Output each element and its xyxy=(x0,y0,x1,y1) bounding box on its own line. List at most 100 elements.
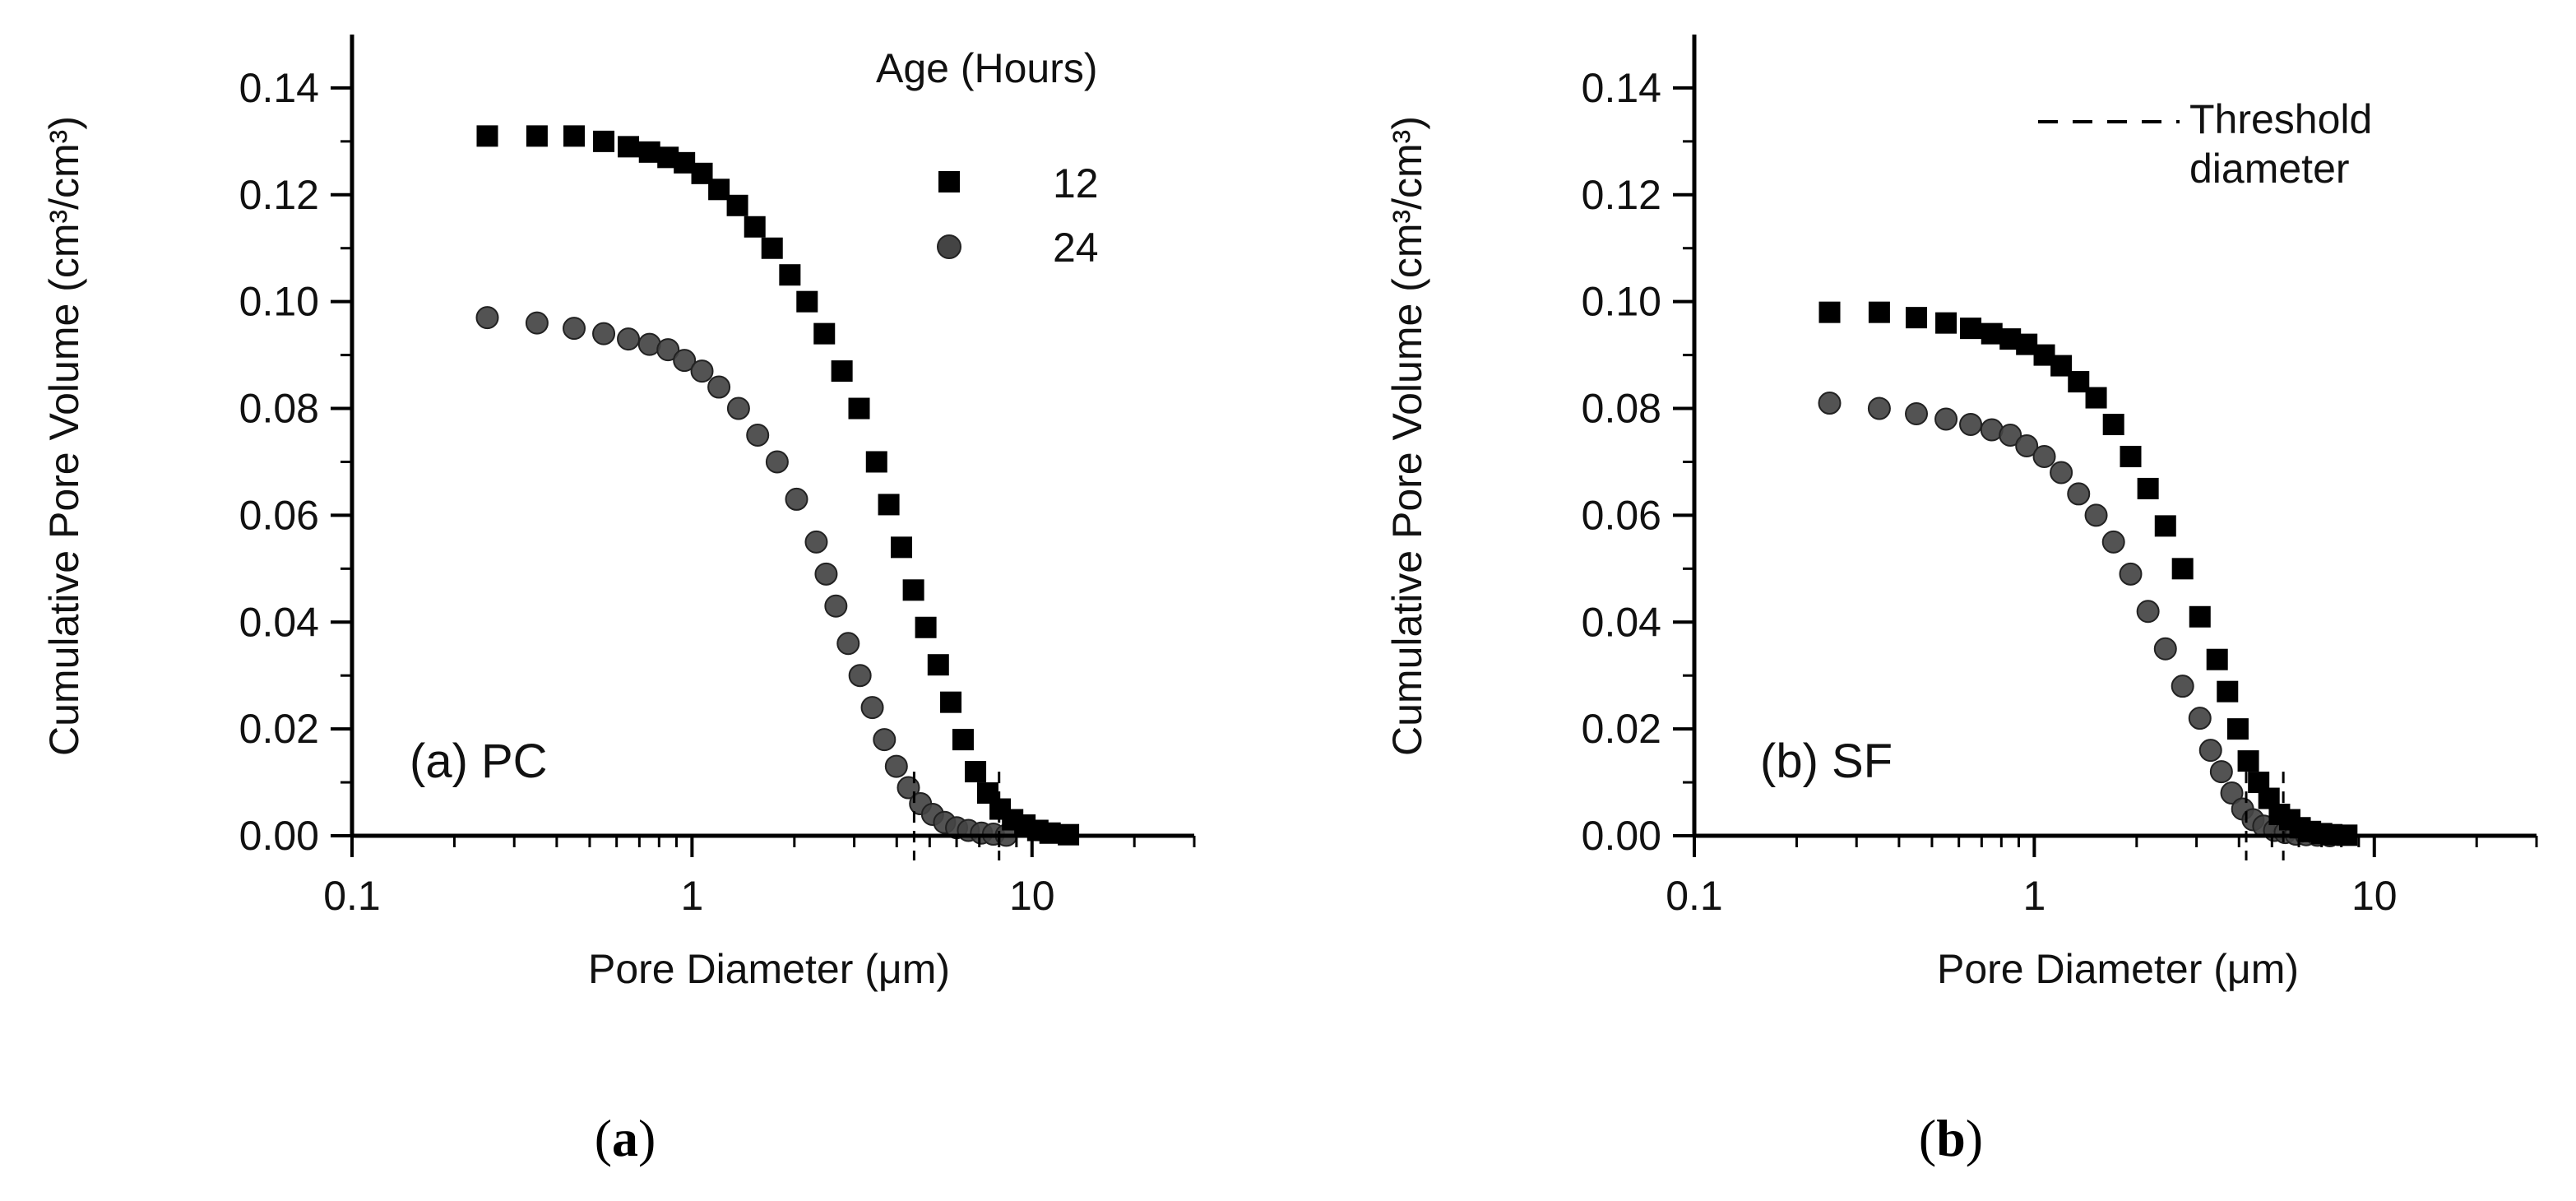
chart-a-y-tick-label: 0.14 xyxy=(239,65,319,111)
chart-panel-b: 0.000.020.040.060.080.100.120.14 0.1 1 10 … xyxy=(1384,35,2538,1167)
chart-b-point-series-12 xyxy=(2085,387,2107,409)
chart-b-ylabel: Cumulative Pore Volume (cm³/cm³) xyxy=(1384,116,1430,756)
chart-a-point-series-24 xyxy=(617,327,641,351)
chart-b-point-series-24 xyxy=(2032,444,2056,468)
chart-b-point-series-12 xyxy=(2226,718,2249,740)
chart-a-point-series-24 xyxy=(804,530,828,554)
chart-a-legend-marker-square xyxy=(938,171,960,192)
chart-a-point-series-12 xyxy=(779,264,801,286)
chart-a-point-series-12 xyxy=(831,360,853,383)
chart-b-point-series-12 xyxy=(1960,318,1982,340)
chart-a-x-tick-label: 0.1 xyxy=(323,873,381,919)
chart-b-point-series-24 xyxy=(2188,707,2212,730)
chart-b-x-tick-label: 1 xyxy=(2022,873,2046,919)
chart-a-point-series-24 xyxy=(475,306,499,330)
chart-b-y-tick-label: 0.08 xyxy=(1582,386,1661,432)
chart-a-point-series-24 xyxy=(785,487,808,511)
chart-b-legend-entry-diameter: diameter xyxy=(2189,146,2350,192)
chart-b-legend: Threshold diameter xyxy=(2038,96,2372,192)
chart-a-x-tick-label: 10 xyxy=(1009,873,1055,919)
chart-b-point-series-12 xyxy=(2237,750,2259,772)
chart-a-legend-title: Age (Hours) xyxy=(876,45,1098,91)
chart-a-point-series-12 xyxy=(848,397,870,420)
chart-a-point-series-12 xyxy=(927,654,949,676)
chart-a-point-series-12 xyxy=(813,322,836,345)
chart-b-point-series-24 xyxy=(1934,407,1958,431)
chart-b-point-series-24 xyxy=(2198,739,2222,763)
chart-b-threshold-markers xyxy=(2245,772,2285,860)
chart-a-point-series-12 xyxy=(940,691,962,713)
chart-a-data-points xyxy=(475,125,1080,847)
chart-a-point-series-24 xyxy=(707,375,731,399)
chart-a-legend-entry-12: 12 xyxy=(1053,160,1099,206)
chart-b-y-tick-label: 0.00 xyxy=(1582,813,1661,859)
chart-a-point-series-24 xyxy=(824,594,848,618)
chart-a-point-series-24 xyxy=(873,728,897,752)
chart-b-panel-label: (b) SF xyxy=(1760,735,1893,788)
chart-b-point-series-24 xyxy=(2101,530,2125,554)
chart-b-legend-entry-threshold: Threshold xyxy=(2189,96,2372,142)
chart-a-y-tick-labels: 0.00 0.02 0.04 0.06 0.08 0.10 0.12 0.14 xyxy=(239,65,319,859)
chart-b-point-series-24 xyxy=(1905,402,1929,426)
chart-a-legend: Age (Hours) 12 24 xyxy=(876,45,1099,271)
chart-a-point-series-24 xyxy=(563,317,586,341)
chart-a-point-series-24 xyxy=(836,632,860,656)
chart-b-x-tick-label: 0.1 xyxy=(1666,873,1723,919)
chart-a-point-series-12 xyxy=(865,451,887,473)
chart-a-x-tick-label: 1 xyxy=(680,873,703,919)
chart-b-x-tick-label: 10 xyxy=(2351,873,2398,919)
chart-panel-a: 0.000.020.040.060.080.100.120.14 0.1 1 10 … xyxy=(41,35,1196,1167)
chart-a-point-series-12 xyxy=(1039,822,1061,844)
chart-a-y-tick-label: 0.02 xyxy=(239,706,319,752)
chart-b-y-tick-label: 0.06 xyxy=(1582,492,1661,538)
chart-a-x-tick-labels: 0.1 1 10 xyxy=(323,873,1054,919)
chart-a-point-series-12 xyxy=(726,194,748,216)
chart-b-point-series-24 xyxy=(2220,781,2244,805)
chart-b-point-series-24 xyxy=(1999,424,2022,447)
chart-a-y-tick-label: 0.06 xyxy=(239,492,319,538)
chart-a-legend-marker-circle xyxy=(937,234,961,259)
chart-b-point-series-12 xyxy=(2137,477,2159,499)
chart-a-threshold-markers xyxy=(912,772,1001,860)
chart-b-y-tick-label: 0.12 xyxy=(1582,172,1661,218)
chart-b-point-series-12 xyxy=(2171,558,2194,580)
chart-b-axes xyxy=(1673,35,2538,857)
chart-b-point-series-24 xyxy=(2171,675,2194,698)
chart-b-point-series-12 xyxy=(2102,414,2124,436)
chart-a-point-series-12 xyxy=(878,494,900,516)
chart-a-point-series-24 xyxy=(746,424,770,447)
chart-a-point-series-12 xyxy=(476,125,498,147)
chart-b-y-tick-label: 0.14 xyxy=(1582,65,1661,111)
chart-a-point-series-12 xyxy=(965,761,987,783)
chart-a-xlabel: Pore Diameter (μm) xyxy=(588,946,950,992)
chart-a-point-series-24 xyxy=(690,359,714,383)
chart-a-point-series-12 xyxy=(796,290,818,313)
chart-a-point-series-12 xyxy=(563,125,586,147)
chart-b-x-tick-labels: 0.1 1 10 xyxy=(1666,873,2397,919)
chart-a-y-tick-label: 0.00 xyxy=(239,813,319,859)
chart-a-point-series-24 xyxy=(726,396,750,420)
chart-a-point-series-12 xyxy=(526,125,548,147)
chart-b-point-series-12 xyxy=(2120,445,2142,467)
chart-b-point-series-24 xyxy=(2119,562,2143,586)
chart-b-point-series-12 xyxy=(1981,322,2003,345)
chart-a-point-series-12 xyxy=(708,179,730,201)
chart-b-point-series-12 xyxy=(2206,648,2228,670)
chart-b-point-series-24 xyxy=(2209,760,2233,784)
chart-b-point-series-24 xyxy=(2015,434,2039,457)
chart-a-point-series-12 xyxy=(593,130,615,152)
chart-a-caption: (a) xyxy=(595,1109,656,1167)
chart-b-y-tick-label: 0.10 xyxy=(1582,279,1661,325)
chart-b-point-series-12 xyxy=(2217,680,2239,703)
chart-a-point-series-24 xyxy=(765,450,789,474)
chart-b-point-series-12 xyxy=(1935,312,1957,334)
chart-a-legend-entry-24: 24 xyxy=(1053,225,1099,271)
chart-a-point-series-12 xyxy=(761,237,783,259)
chart-a-point-series-12 xyxy=(638,141,660,163)
chart-a-ylabel: Cumulative Pore Volume (cm³/cm³) xyxy=(41,116,87,756)
chart-a-point-series-24 xyxy=(848,664,872,688)
chart-b-point-series-24 xyxy=(2153,637,2177,661)
chart-a-y-tick-label: 0.10 xyxy=(239,279,319,325)
chart-b-point-series-12 xyxy=(1906,307,1928,329)
